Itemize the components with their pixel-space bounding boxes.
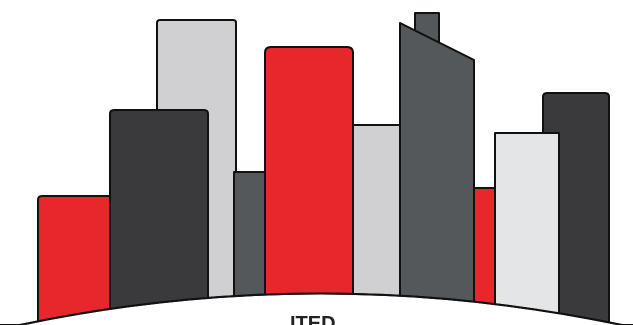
building-dark-left	[109, 109, 209, 325]
logo-text-cropped: ITED	[290, 313, 336, 325]
building-pale-gray-right	[494, 132, 560, 325]
building-slanted-roof	[399, 22, 475, 325]
building-red-left	[37, 195, 113, 325]
ground-arc-line	[19, 292, 623, 325]
building-red-center	[264, 46, 354, 325]
